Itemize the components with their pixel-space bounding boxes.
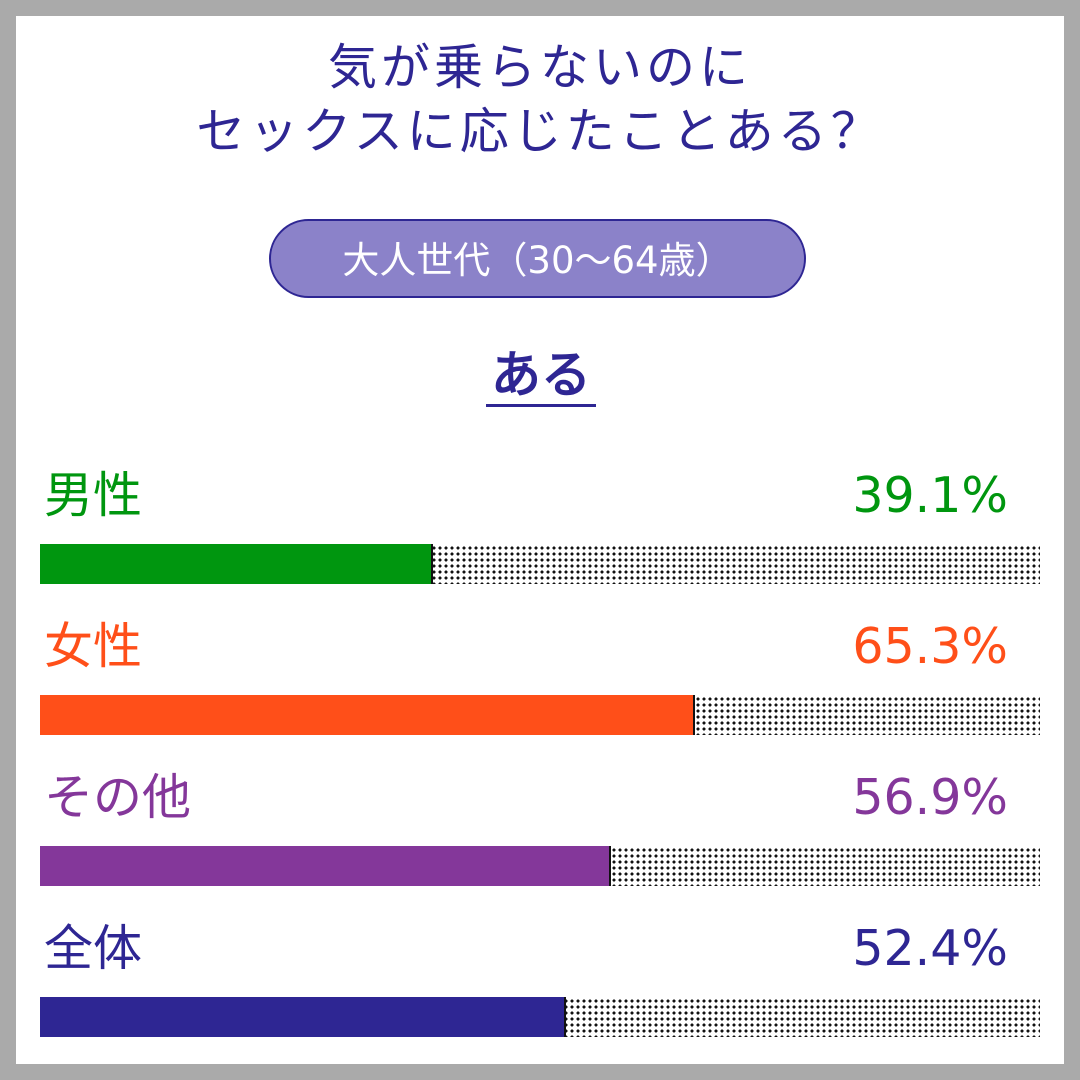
chart-card — [16, 16, 1064, 1064]
age-group-pill: 大人世代（30〜64歳） — [269, 219, 806, 298]
bar-track — [40, 997, 1040, 1037]
bar-fill — [40, 695, 693, 735]
bar-fill — [40, 544, 431, 584]
bar-fill-edge — [564, 997, 566, 1037]
bar-category-label: 全体 — [44, 920, 143, 977]
bar-track — [40, 695, 1040, 735]
answer-heading: ある — [491, 346, 591, 404]
chart-title-line-2: セックスに応じたことある？ — [196, 103, 884, 160]
bar-track — [40, 846, 1040, 886]
bar-value-label: 39.1% — [852, 467, 1008, 524]
bar-track — [40, 544, 1040, 584]
bar-value-label: 52.4% — [852, 920, 1008, 977]
bar-fill — [40, 997, 564, 1037]
bar-fill — [40, 846, 609, 886]
chart-title: 気が乗らないのに セックスに応じたことある？ — [0, 36, 1080, 164]
bar-value-label: 56.9% — [852, 769, 1008, 826]
chart-title-line-1: 気が乗らないのに — [327, 39, 752, 96]
bar-category-label: その他 — [44, 769, 192, 826]
answer-underline — [486, 404, 596, 407]
bar-fill-edge — [609, 846, 611, 886]
bar-fill-edge — [693, 695, 695, 735]
bar-category-label: 女性 — [44, 618, 143, 675]
bar-category-label: 男性 — [44, 467, 143, 524]
bar-fill-edge — [431, 544, 433, 584]
bar-value-label: 65.3% — [852, 618, 1008, 675]
